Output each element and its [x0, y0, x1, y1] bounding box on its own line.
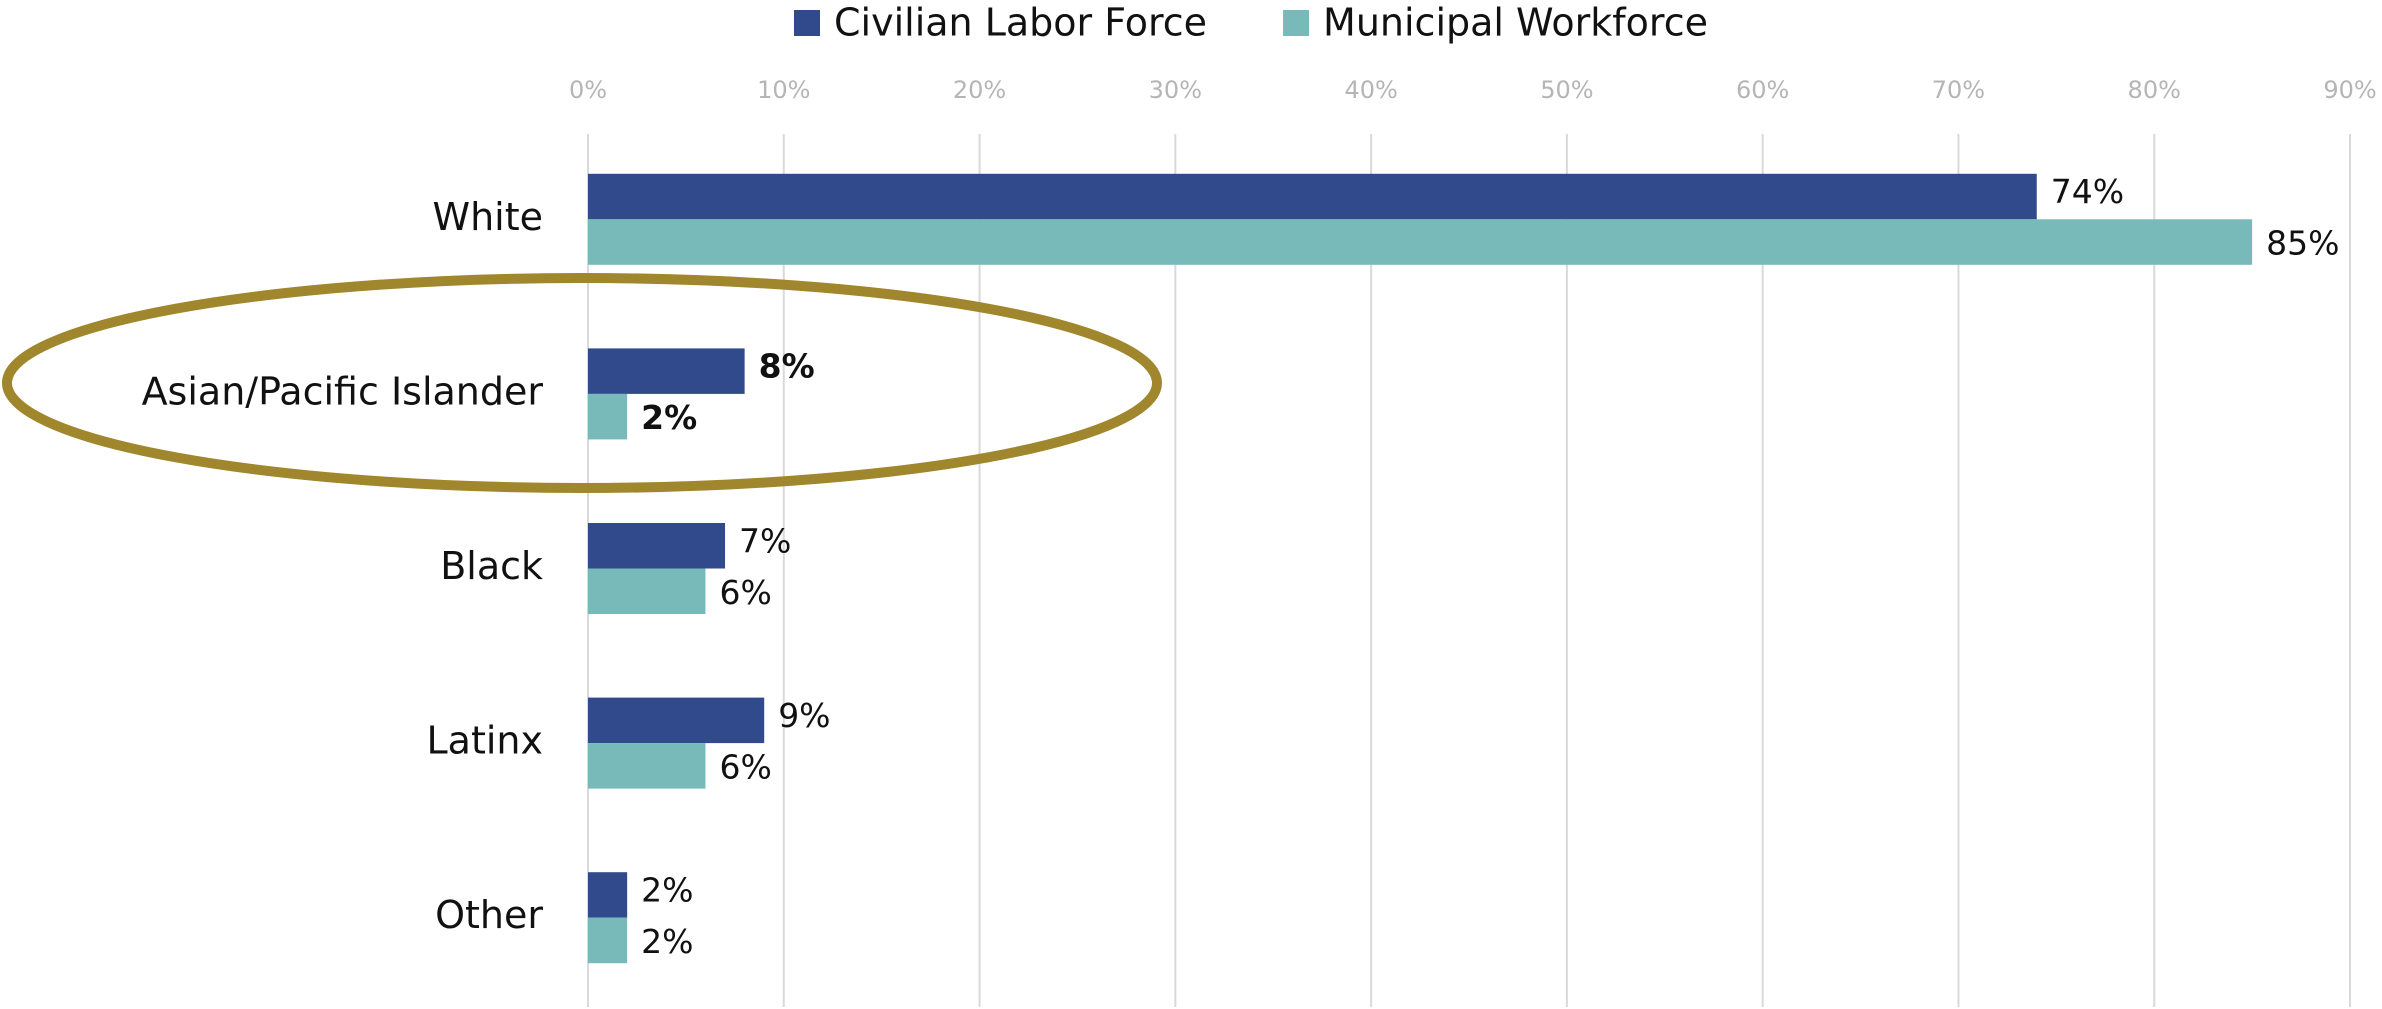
category-label: Asian/Pacific Islander [142, 369, 544, 413]
category-label: White [433, 195, 544, 239]
data-label: 85% [2266, 224, 2339, 263]
bar [588, 743, 706, 789]
data-label: 74% [2051, 172, 2124, 211]
x-tick-label: 70% [1932, 76, 1985, 104]
data-label: 7% [739, 521, 791, 560]
x-tick-label: 30% [1149, 76, 1202, 104]
x-tick-label: 40% [1344, 76, 1397, 104]
x-tick-label: 10% [757, 76, 810, 104]
marks: White 74% 85% Asian/Pacific Islander 8% 2% Bla… [142, 172, 2339, 964]
legend-swatch [1283, 10, 1310, 36]
bar [588, 173, 2037, 220]
x-tick-label: 80% [2128, 76, 2181, 104]
x-tick-label: 50% [1540, 76, 1593, 104]
legend-swatch [794, 10, 820, 36]
category-label: Latinx [427, 719, 544, 763]
x-tick-label: 0% [569, 76, 607, 104]
bar [588, 393, 628, 440]
x-tick-label: 60% [1736, 76, 1789, 104]
bar [588, 523, 726, 569]
bar [588, 697, 765, 744]
category-label: Black [440, 544, 543, 588]
data-label: 2% [641, 922, 693, 961]
legend-label: Municipal Workforce [1323, 1, 1708, 45]
x-tick-label: 90% [2323, 76, 2376, 104]
bar [588, 348, 745, 394]
legend-label: Civilian Labor Force [834, 1, 1207, 45]
grid: 0% 10% 20% 30% 40% 50% 60% 70% 80% 90% [569, 76, 2377, 1007]
data-label: 6% [719, 747, 771, 786]
category-label: Other [435, 893, 543, 937]
data-label: 2% [641, 398, 697, 437]
x-tick-label: 20% [953, 76, 1006, 104]
bar [588, 568, 706, 614]
highlight-ellipse [2, 273, 1162, 493]
data-label: 2% [641, 870, 693, 909]
data-label: 6% [719, 573, 771, 612]
data-label: 9% [778, 696, 830, 735]
bar [588, 219, 2253, 265]
bar [588, 917, 628, 964]
bar [588, 872, 628, 918]
data-label: 8% [759, 347, 815, 386]
